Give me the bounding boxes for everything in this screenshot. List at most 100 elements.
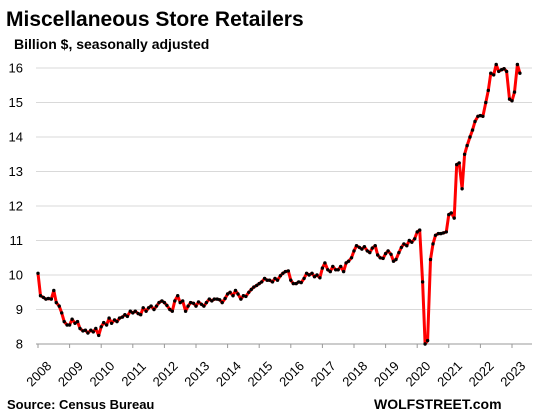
data-point (62, 319, 66, 324)
source-note: Source: Census Bureau (7, 397, 154, 412)
data-point (399, 245, 404, 250)
data-point (210, 299, 214, 303)
series-line (36, 63, 522, 344)
data-point (176, 294, 180, 298)
data-point (157, 300, 161, 305)
data-point (492, 73, 496, 77)
data-point (131, 311, 135, 315)
data-point (160, 299, 164, 303)
x-axis-ticks: 2008 2009 2010 2011 2012 2013 2014 2015 2016 2017… (23, 344, 528, 389)
data-point (94, 326, 98, 331)
gridlines (36, 67, 532, 310)
data-point (378, 256, 382, 260)
data-point (36, 271, 40, 275)
data-point (204, 300, 209, 305)
data-point (502, 67, 506, 71)
data-point (341, 269, 346, 274)
y-tick-label: 13 (9, 164, 23, 179)
data-point (423, 342, 427, 346)
chart-title: Miscellaneous Store Retailers (6, 8, 304, 31)
data-point (267, 278, 272, 282)
data-point (223, 296, 227, 301)
data-point (41, 295, 46, 300)
data-point (275, 278, 280, 282)
data-point (418, 228, 422, 232)
data-point (515, 62, 520, 67)
data-point (89, 328, 93, 332)
data-point (225, 292, 230, 296)
data-point (299, 280, 303, 285)
data-point (183, 309, 188, 313)
data-point (228, 290, 232, 294)
data-point (244, 294, 248, 299)
y-tick-label: 10 (9, 268, 23, 283)
data-point (109, 321, 114, 325)
data-point (373, 244, 377, 248)
data-point (497, 69, 501, 74)
data-point (415, 230, 419, 234)
data-point (212, 297, 216, 301)
data-point (304, 271, 309, 275)
data-point (504, 69, 509, 74)
x-tick-label: 2009 (55, 358, 86, 389)
x-tick-label: 2018 (339, 358, 370, 389)
data-point (315, 273, 319, 277)
data-point (381, 256, 385, 261)
data-point (236, 292, 240, 296)
data-point (441, 231, 446, 235)
data-point (260, 280, 264, 284)
data-point (38, 294, 43, 298)
data-point (444, 230, 448, 234)
data-point (460, 187, 464, 191)
data-point (323, 261, 327, 265)
data-point (352, 249, 356, 253)
brand-watermark: WOLFSTREET.com (374, 396, 502, 412)
data-point (60, 311, 64, 315)
y-tick-label: 8 (16, 337, 23, 352)
data-point (465, 143, 469, 148)
data-point (312, 275, 317, 279)
data-point (144, 309, 148, 313)
data-point (383, 251, 388, 256)
series-line-group (36, 62, 522, 346)
data-point (433, 233, 438, 237)
data-point (376, 253, 380, 257)
data-point (120, 315, 125, 319)
y-tick-label: 9 (16, 302, 23, 317)
data-point (141, 306, 145, 310)
data-point (320, 266, 325, 270)
data-point (149, 304, 153, 308)
data-point (73, 321, 77, 325)
data-point (283, 269, 288, 274)
data-point (462, 152, 467, 156)
data-point (123, 313, 127, 317)
data-point (420, 280, 425, 284)
data-point (489, 71, 493, 75)
data-point (218, 298, 222, 302)
data-point (115, 319, 119, 324)
data-point (494, 62, 498, 67)
chart-subtitle: Billion $, seasonally adjusted (14, 36, 209, 52)
data-point (346, 259, 351, 263)
data-point (336, 268, 340, 272)
data-point (447, 212, 451, 217)
data-point (257, 281, 261, 286)
data-point (354, 244, 359, 248)
data-point (273, 276, 277, 281)
data-point (331, 264, 335, 269)
data-point (247, 290, 251, 294)
data-point (386, 249, 390, 253)
x-tick-label: 2021 (434, 358, 465, 389)
data-point (133, 309, 137, 313)
x-tick-label: 2014 (213, 358, 244, 389)
data-point (402, 242, 406, 246)
data-point (162, 300, 167, 305)
data-point (436, 231, 441, 236)
data-point (91, 330, 96, 334)
data-point (128, 309, 132, 313)
data-point (173, 299, 177, 303)
data-point (196, 300, 201, 304)
data-point (370, 246, 374, 250)
data-point (360, 247, 364, 251)
x-tick-label: 2019 (371, 358, 402, 389)
